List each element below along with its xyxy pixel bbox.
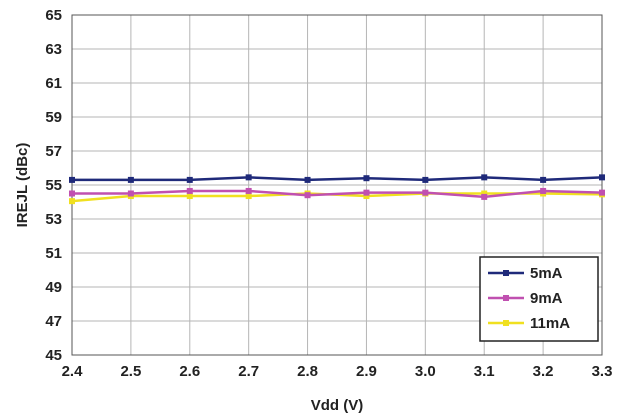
series-layer <box>69 174 605 205</box>
x-tick-label: 3.1 <box>474 363 495 380</box>
data-point <box>186 187 193 194</box>
legend-label: 11mA <box>530 315 570 332</box>
y-tick-label: 47 <box>45 313 62 330</box>
x-tick-label: 2.8 <box>297 363 318 380</box>
x-tick-label: 2.7 <box>238 363 259 380</box>
data-point <box>304 192 311 199</box>
data-point <box>481 193 488 200</box>
y-tick-label: 49 <box>45 279 62 296</box>
y-tick-label: 63 <box>45 41 62 58</box>
series-5mA <box>69 174 605 183</box>
x-tick-label: 3.2 <box>533 363 554 380</box>
data-point <box>245 174 252 181</box>
data-point <box>422 189 429 196</box>
legend-swatch-marker <box>503 320 509 326</box>
series-line <box>72 176 603 182</box>
data-point <box>69 190 75 197</box>
data-point <box>363 193 370 200</box>
data-point <box>481 190 488 197</box>
data-point <box>304 176 311 183</box>
data-point <box>186 176 193 183</box>
legend-label: 9mA <box>530 290 563 307</box>
x-tick-label: 3.3 <box>592 363 613 380</box>
x-tick-label: 2.4 <box>62 363 84 380</box>
data-point <box>363 175 370 182</box>
y-tick-label: 51 <box>45 245 62 262</box>
series-line <box>72 189 603 199</box>
data-point <box>540 187 547 194</box>
y-axis-tick-labels: 45 47 49 51 53 55 57 59 61 63 65 <box>45 7 62 364</box>
data-point <box>186 193 193 200</box>
legend-entry: 5mA <box>488 265 563 282</box>
legend-entry: 9mA <box>488 290 563 307</box>
y-tick-label: 57 <box>45 143 62 160</box>
x-tick-label: 3.0 <box>415 363 436 380</box>
data-point <box>127 190 134 197</box>
data-point <box>69 176 75 183</box>
legend-label: 5mA <box>530 265 563 282</box>
legend-swatch-marker <box>503 270 509 276</box>
series-9mA <box>69 187 605 200</box>
data-point <box>245 193 252 200</box>
data-point <box>363 189 370 196</box>
y-tick-label: 61 <box>45 75 62 92</box>
legend-swatch-marker <box>503 295 509 301</box>
legend-entry: 11mA <box>488 315 570 332</box>
plot-frame <box>71 14 603 356</box>
y-tick-label: 45 <box>45 347 62 364</box>
data-point <box>69 198 75 205</box>
y-tick-label: 65 <box>45 7 62 24</box>
data-point <box>245 187 252 194</box>
data-point <box>599 189 605 196</box>
y-tick-label: 59 <box>45 109 62 126</box>
x-tick-label: 2.9 <box>356 363 377 380</box>
y-axis-title: IREJL (dBc) <box>14 143 31 228</box>
x-tick-label: 2.6 <box>179 363 200 380</box>
data-point <box>481 174 488 181</box>
data-point <box>127 176 134 183</box>
x-tick-label: 2.5 <box>120 363 141 380</box>
legend: 5mA 9mA 11mA <box>479 256 599 342</box>
data-point <box>422 176 429 183</box>
y-tick-label: 53 <box>45 211 62 228</box>
y-tick-label: 55 <box>45 177 62 194</box>
data-point <box>540 176 547 183</box>
x-axis-title: Vdd (V) <box>311 397 364 414</box>
data-point <box>599 174 605 181</box>
x-axis-tick-labels: 2.4 2.5 2.6 2.7 2.8 2.9 3.0 3.1 3.2 3.3 <box>62 363 613 380</box>
